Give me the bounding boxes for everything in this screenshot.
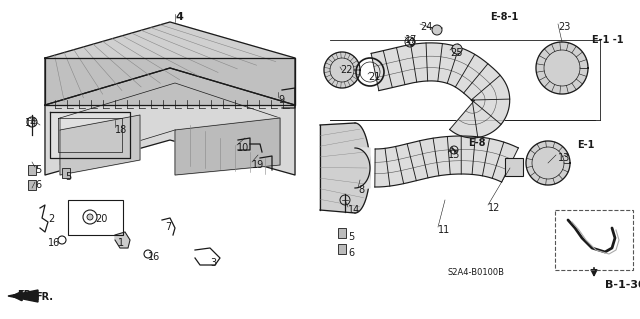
Text: 2: 2 <box>48 214 54 224</box>
Text: 3: 3 <box>210 258 216 268</box>
Text: 5: 5 <box>348 232 355 242</box>
Polygon shape <box>320 123 370 213</box>
Polygon shape <box>526 141 570 185</box>
Polygon shape <box>175 118 280 175</box>
Polygon shape <box>45 58 295 105</box>
Circle shape <box>452 44 462 54</box>
Bar <box>505 158 523 176</box>
Text: 4: 4 <box>175 12 183 22</box>
Text: 11: 11 <box>438 225 451 235</box>
Polygon shape <box>60 115 140 175</box>
Polygon shape <box>45 68 295 175</box>
Polygon shape <box>50 112 130 158</box>
Text: E-1 -1: E-1 -1 <box>592 35 623 45</box>
Text: 22: 22 <box>340 65 353 75</box>
Text: 17: 17 <box>405 35 417 45</box>
Polygon shape <box>45 22 295 105</box>
Circle shape <box>87 214 93 220</box>
Text: 1: 1 <box>118 238 124 248</box>
Text: 8: 8 <box>358 185 364 195</box>
Bar <box>28 180 36 190</box>
Text: 25: 25 <box>450 48 463 58</box>
Text: FR.: FR. <box>35 292 53 302</box>
Text: 6: 6 <box>35 180 41 190</box>
Polygon shape <box>324 52 360 88</box>
Bar <box>68 200 123 235</box>
Text: 5: 5 <box>65 172 71 182</box>
Text: 5: 5 <box>35 165 41 175</box>
Text: 10: 10 <box>237 143 249 153</box>
Text: 16: 16 <box>48 238 60 248</box>
Text: 14: 14 <box>25 118 37 128</box>
Text: 20: 20 <box>95 214 108 224</box>
Polygon shape <box>115 232 130 248</box>
Text: S2A4-B0100B: S2A4-B0100B <box>448 268 505 277</box>
Polygon shape <box>536 42 588 94</box>
Text: 9: 9 <box>278 95 284 105</box>
Bar <box>338 228 346 238</box>
Text: 19: 19 <box>252 160 264 170</box>
Text: 14: 14 <box>348 205 360 215</box>
Text: 6: 6 <box>348 248 354 258</box>
Bar <box>555 210 633 270</box>
Polygon shape <box>8 290 38 302</box>
Text: 18: 18 <box>115 125 127 135</box>
Text: E-8: E-8 <box>468 138 486 148</box>
Text: 12: 12 <box>488 203 500 213</box>
Text: 24: 24 <box>420 22 433 32</box>
Bar <box>28 165 36 175</box>
Text: E-1: E-1 <box>577 140 595 150</box>
Text: B-1-30: B-1-30 <box>605 280 640 290</box>
Text: 7: 7 <box>165 222 172 232</box>
Bar <box>338 244 346 254</box>
Text: E-8-1: E-8-1 <box>490 12 518 22</box>
Bar <box>62 168 70 178</box>
Text: 23: 23 <box>558 22 570 32</box>
Text: 15: 15 <box>448 150 460 160</box>
Text: 16: 16 <box>148 252 160 262</box>
Polygon shape <box>355 148 370 188</box>
Text: FR.: FR. <box>17 290 35 300</box>
Polygon shape <box>375 136 518 187</box>
Circle shape <box>432 25 442 35</box>
Text: 21: 21 <box>368 72 380 82</box>
Polygon shape <box>371 43 509 138</box>
Text: 13: 13 <box>558 153 570 163</box>
